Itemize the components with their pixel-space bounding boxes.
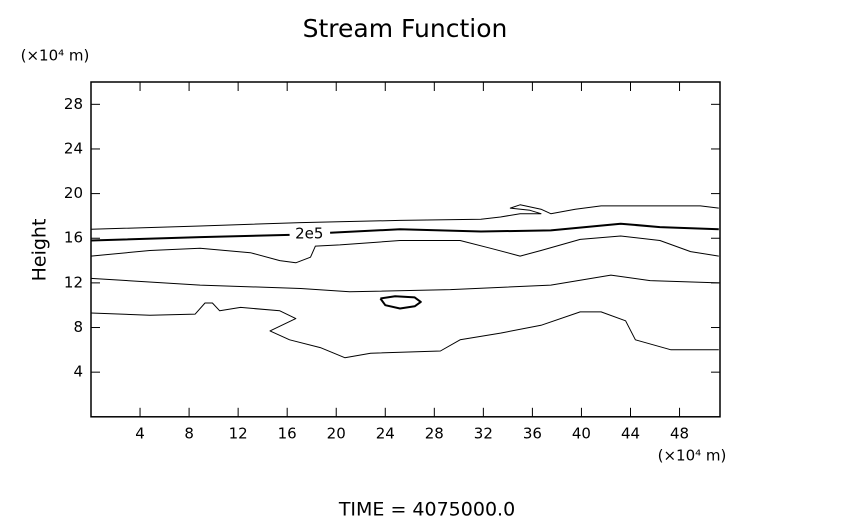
y-tick-label: 20 (64, 184, 83, 202)
x-tick-label: 48 (670, 424, 689, 442)
x-tick-label: 40 (572, 424, 591, 442)
contour-line (90, 222, 719, 242)
x-unit: (×10⁴ m) (658, 447, 727, 465)
y-tick-label: 12 (64, 273, 83, 291)
x-tick-label: 32 (474, 424, 493, 442)
chart-title: Stream Function (303, 14, 508, 43)
y-tick-label: 8 (73, 318, 83, 336)
y-tick-label: 28 (64, 95, 83, 113)
y-axis-label: Height (29, 219, 51, 282)
contour-label: 2e5 (295, 224, 323, 242)
x-tick-label: 12 (229, 424, 248, 442)
y-tick-label: 24 (64, 139, 83, 157)
x-tick-label: 36 (523, 424, 542, 442)
footer: TIME = 4075000.0 (338, 499, 515, 519)
x-tick-label: 16 (278, 424, 297, 442)
x-tick-label: 20 (327, 424, 346, 442)
x-tick-label: 44 (621, 424, 640, 442)
x-tick-label: 8 (184, 424, 194, 442)
contour-line (90, 302, 719, 359)
contour-line (90, 274, 719, 293)
x-tick-label: 24 (376, 424, 395, 442)
x-tick-label: 4 (135, 424, 145, 442)
contour-line (90, 235, 719, 264)
y-tick-label: 16 (64, 229, 83, 247)
contour-line (379, 295, 422, 310)
x-tick-label: 28 (425, 424, 444, 442)
y-unit: (×10⁴ m) (21, 47, 90, 65)
plot-frame (90, 81, 721, 418)
contour-line (90, 204, 719, 230)
y-tick-label: 4 (73, 363, 83, 381)
